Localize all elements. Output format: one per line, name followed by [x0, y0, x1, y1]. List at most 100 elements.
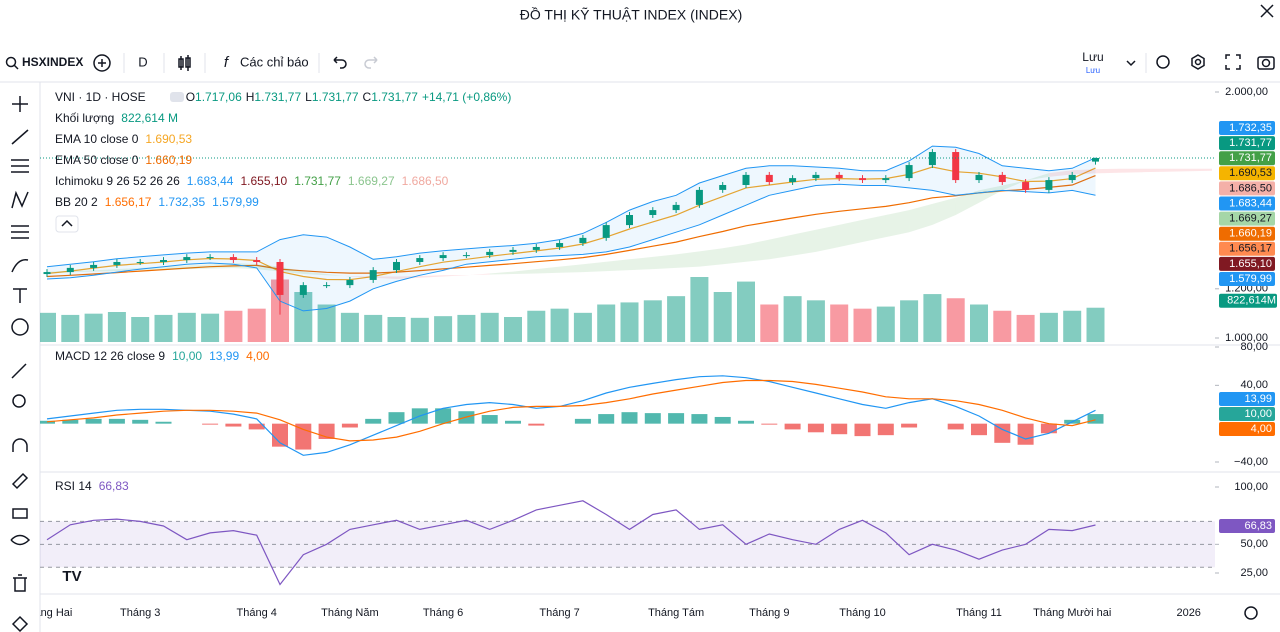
x-tick-label: Tháng 6 — [423, 607, 463, 619]
ichimoku-cloud — [559, 264, 583, 273]
crosshair-tool[interactable] — [12, 96, 28, 112]
collapse-legend[interactable] — [55, 215, 79, 233]
volume-label: 822,614M — [1227, 295, 1276, 307]
macd-histogram-bar — [738, 420, 754, 424]
candle-body — [299, 285, 307, 295]
legend-menu[interactable] — [170, 92, 184, 102]
legend-text: 1.717,06 — [195, 90, 242, 104]
volume-bar — [713, 292, 732, 342]
redo[interactable] — [364, 56, 378, 69]
interval[interactable]: D — [138, 54, 147, 69]
legends: VNI · 1D · HOSE O1.717,06 H1.731,77 L1.731,… — [55, 90, 511, 493]
macd-histogram-bar — [341, 423, 358, 428]
volume-bar — [806, 300, 825, 342]
delete-tool[interactable] — [13, 574, 27, 592]
fx-icon[interactable]: f — [224, 54, 230, 71]
search-icon[interactable] — [5, 56, 17, 68]
legend-text: VNI · 1D · HOSE — [55, 90, 146, 104]
macd-histogram-bar — [1017, 423, 1034, 445]
save[interactable]: Lưu — [1082, 50, 1103, 64]
ichimoku-cloud — [815, 224, 840, 252]
ruler-tool[interactable] — [11, 363, 27, 379]
settings-icon[interactable] — [1191, 54, 1205, 70]
ichimoku-cloud — [885, 210, 910, 238]
save-status: Lưu — [1086, 66, 1100, 75]
lock-draw-tool[interactable] — [11, 472, 29, 490]
price-label: 1.656,17 — [1229, 243, 1272, 255]
volume-bar — [364, 314, 383, 342]
macd-histogram-bar — [365, 418, 382, 424]
x-tick-label: Tháng 10 — [839, 607, 885, 619]
candle-body — [323, 285, 331, 287]
legend-text: BB 20 2 — [55, 195, 98, 209]
candle-body — [276, 261, 284, 295]
ichimoku-cloud — [47, 271, 71, 273]
brush-tool[interactable] — [11, 259, 29, 273]
legend-row: MACD 12 26 close 9 10,00 13,99 4,00 — [55, 349, 270, 363]
hide-toolbar[interactable] — [11, 615, 29, 632]
macd-histogram-bar — [1040, 423, 1057, 434]
ichimoku-cloud — [955, 190, 979, 215]
trend-line-tool[interactable] — [11, 129, 29, 145]
price-label-bg — [1219, 272, 1275, 286]
y-tick-label: 100,00 — [1234, 481, 1268, 493]
legend-row: EMA 10 close 0 1.690,53 — [55, 132, 192, 146]
visibility-tool[interactable] — [10, 534, 31, 546]
drawing-tools — [10, 96, 31, 632]
macd-histogram-bar — [598, 414, 615, 424]
close-button[interactable] — [1260, 4, 1274, 18]
emoji-tool[interactable] — [11, 318, 29, 336]
macd-histogram-bar — [644, 413, 661, 424]
ichimoku-cloud — [652, 254, 677, 270]
search-icon-handle — [13, 64, 19, 70]
legend-text: 1.686,50 — [402, 174, 449, 188]
fib-tool[interactable] — [11, 159, 29, 173]
forecast-tool[interactable] — [11, 225, 29, 239]
ichimoku-cloud — [699, 248, 723, 267]
macd-histogram-bar — [994, 423, 1011, 443]
ichimoku-cloud — [373, 276, 397, 279]
macd-histogram-bar — [971, 423, 987, 436]
indicators[interactable]: Các chỉ báo — [240, 54, 309, 69]
legend-text: EMA 50 close 0 — [55, 153, 139, 167]
save-menu[interactable] — [1126, 60, 1136, 67]
macd-histogram-bar — [435, 408, 452, 424]
price-label-bg — [1219, 121, 1275, 135]
magnet-tool[interactable] — [12, 438, 28, 452]
macd-histogram-bar — [877, 423, 894, 436]
axis-settings[interactable] — [1244, 606, 1258, 620]
ichimoku-cloud — [722, 244, 746, 265]
candle-body — [532, 246, 540, 250]
screenshot-icon[interactable] — [1257, 56, 1275, 70]
volume-bar — [1039, 312, 1058, 342]
alert-icon[interactable] — [1156, 55, 1170, 69]
lock-tool[interactable] — [12, 508, 28, 519]
candle-body — [742, 174, 750, 185]
pattern-tool[interactable] — [11, 190, 29, 209]
undo[interactable] — [333, 56, 347, 69]
candle-body — [1092, 157, 1099, 162]
price-label: 1.579,99 — [1229, 273, 1272, 285]
fullscreen-icon[interactable] — [1225, 54, 1241, 70]
macd-histogram-bar — [272, 423, 288, 447]
zoom-tool[interactable] — [12, 394, 26, 408]
chart-type[interactable] — [178, 55, 191, 71]
volume-bar — [620, 302, 639, 342]
candle-body — [253, 260, 261, 262]
price-label-bg — [1219, 256, 1275, 271]
volume-bar — [830, 304, 849, 342]
ichimoku-cloud — [629, 256, 653, 271]
text-tool[interactable] — [13, 288, 27, 303]
candle-body — [66, 267, 74, 273]
symbol[interactable]: HSXINDEX — [22, 55, 83, 69]
candle-body — [859, 178, 866, 181]
volume-bar — [387, 317, 406, 342]
volume-bar — [247, 308, 266, 342]
candle-body — [556, 243, 564, 247]
macd-histogram-bar — [621, 412, 638, 424]
add-symbol[interactable] — [93, 54, 111, 72]
candle-body — [579, 237, 587, 244]
legend-text: 1.731,77 — [371, 90, 418, 104]
volume-bar — [84, 313, 103, 342]
